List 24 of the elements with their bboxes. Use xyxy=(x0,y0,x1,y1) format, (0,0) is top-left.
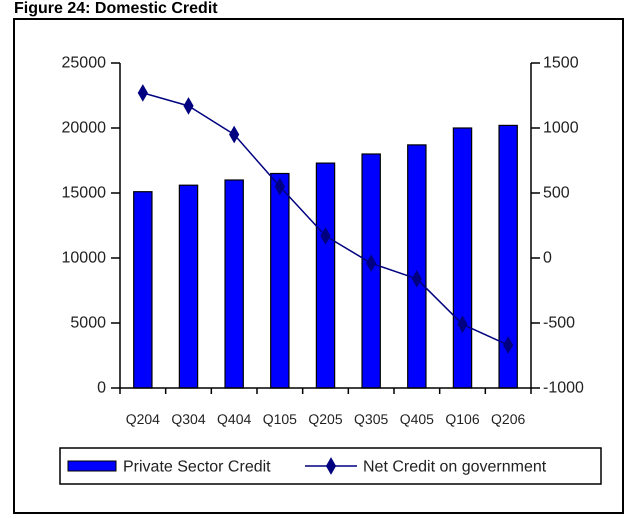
y2-tick-label: 1500 xyxy=(543,54,579,72)
y2-tick-label: 0 xyxy=(543,250,552,266)
y2-tick-label: 1000 xyxy=(543,120,579,136)
x-tick-label: Q204 xyxy=(126,411,160,427)
y-tick-label: 10000 xyxy=(62,250,106,266)
x-tick-label: Q304 xyxy=(171,411,206,427)
legend-label: Private Sector Credit xyxy=(123,458,272,476)
x-tick-label: Q205 xyxy=(308,411,343,427)
y-tick-label: 15000 xyxy=(62,184,106,202)
y-tick-label: 25000 xyxy=(62,54,106,72)
y2-tick-label: -1000 xyxy=(543,380,584,396)
x-tick-label: Q405 xyxy=(400,411,434,427)
x-tick-label: Q305 xyxy=(354,411,389,427)
x-tick-label: Q404 xyxy=(217,411,252,427)
y-tick-label: 20000 xyxy=(62,120,106,136)
y-tick-label: 5000 xyxy=(70,314,106,332)
chart-title: Figure 24: Domestic Credit xyxy=(14,0,218,17)
x-tick-label: Q105 xyxy=(262,411,298,427)
legend-label: Net Credit on government xyxy=(363,458,547,476)
y-tick-label: 0 xyxy=(97,380,106,396)
y2-tick-label: -500 xyxy=(543,314,576,332)
x-tick-label: Q206 xyxy=(491,411,526,427)
y2-tick-label: 500 xyxy=(543,184,570,202)
x-tick-label: Q106 xyxy=(445,411,480,427)
